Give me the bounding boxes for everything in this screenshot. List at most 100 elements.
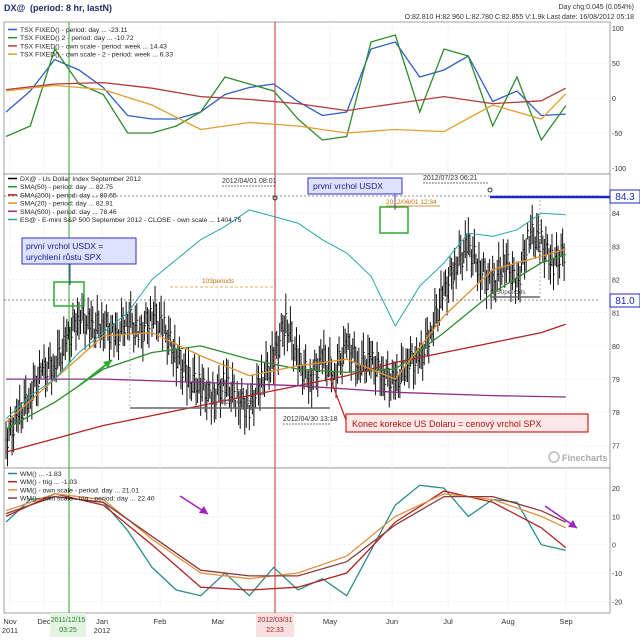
legend-entry: WM() - trig ... -1.03 [20,479,77,486]
header-period: (period: 8 hr, lastN) [30,3,112,13]
y-tick-label: 10 [612,514,620,521]
level-84-label: 84.3 [615,192,635,203]
legend-entry: SMA(20) - period: day ... 82.91 [20,201,113,208]
marker-date-green-bg [50,613,86,637]
series-line [5,490,567,591]
y-tick-label: -10 [612,571,622,578]
series-line [5,495,566,577]
brand-icon [548,451,560,463]
purple-arrow-2-head [568,520,577,528]
header-day-change: Day chg:0.045 (0.054%) [559,4,635,11]
span-103-label: 103periods [202,278,235,285]
y-tick-label: 0 [612,96,616,103]
gridlines [4,22,610,613]
date-label-0601: 2012/06/01 12:34 [386,199,437,206]
legend-entry: WM() ... -1.83 [20,471,62,478]
legend-entry: DX@ - Us Dollar Index September 2012 [20,176,141,183]
y-tick-label: 79 [612,377,620,384]
x-tick-label: May [323,617,337,626]
x-tick-label: Aug [501,617,514,626]
y-tick-label: 0 [612,543,616,550]
span-50-label: 50periods [497,289,526,296]
purple-arrow-1-head [199,506,208,514]
y-tick-label: 20 [612,486,620,493]
green-box-1 [53,281,85,307]
y-tick-label: 82 [612,278,620,285]
y-tick-label: 78 [612,410,620,417]
series-line [5,81,566,112]
x-tick-label: Nov [3,617,17,626]
x-tick-label: 2011 [2,626,18,635]
series-line [5,248,566,423]
date-label-0430: 2012/04/30 13:18 [283,416,338,423]
span-226-label: 226periods [222,399,255,406]
marker-time-red: 22:33 [266,627,284,634]
y-tick-label: 83 [612,244,620,251]
series-line [5,84,567,134]
y-tick-label: 77 [612,443,620,450]
y-tick-label: -50 [612,131,622,138]
legend-entry: SMA(50) - period: day ... 82.75 [20,184,113,191]
series-line [6,378,566,398]
x-tick-label: Jun [386,617,398,626]
y-tick-label: 81 [612,311,620,318]
red-note-text: Konec korekce US Dolaru = cenový vrchol … [352,419,541,429]
y-tick-label: -100 [612,166,626,173]
brand-label: Finecharts [562,453,608,463]
level-81-label: 81.0 [615,296,635,307]
blue-note-1-line2: urychlení růstu SPX [26,252,101,262]
date-dot-0401 [272,195,278,201]
x-tick-label: Jul [443,617,453,626]
x-tick-label: Feb [154,617,167,626]
x-tick-label: Dec [37,617,51,626]
red-note-pointer [329,377,347,421]
series-line [5,253,566,430]
annotations: 84.3 81.0 první vrchol USDX = urychlení … [4,175,640,463]
bottom-series [5,484,567,597]
legend-entry: TSX FIXED() - own scale - period: week .… [20,43,167,50]
legend-entry: TSX FIXED() 2 - period: day ... -10.72 [20,35,134,42]
y-tick-label: -20 [612,599,622,606]
blue-note-2 [307,177,403,195]
y-tick-label: 84 [612,211,620,218]
x-tick-label: Mar [212,617,225,626]
x-tick-label: Sep [559,617,572,626]
blue-note-1 [21,237,137,265]
date-label-0723: 2012/07/23 06:21 [423,175,478,182]
top-legend: TSX FIXED() - period: day ... -23.11TSX … [8,27,173,59]
blue-note-1-line1: první vrchol USDX = [26,241,103,251]
legend-entry: TSX FIXED() - period: day ... -23.11 [20,27,128,34]
series-line [5,41,566,120]
level-tag-84 [609,189,640,204]
top-series [5,34,567,142]
y-tick-label: 100 [612,26,624,33]
header-ohlc: O:82.810 H:82.960 L:82.780 C:82.855 V:1.… [405,14,634,21]
legend-entry: WM() - own scale - period: day ... 21.01 [20,487,139,494]
y-tick-label: 80 [612,344,620,351]
header-symbol: DX@ [4,3,26,13]
marker-time-green: 03:25 [59,627,77,634]
bottom-annotations [179,495,578,529]
level-tag-81 [609,293,640,308]
legend-entry: SMA(500) - period: day ... 78.46 [20,209,117,216]
x-axis-labels: Nov2011DecJan2012FebMarAprMayJunJulAugSe… [2,617,573,635]
date-dot-0723 [487,187,493,193]
marker-date-red-bg [256,613,294,637]
green-arrow-head [103,360,112,368]
legend-entry: ES@ - E-mini S&P 500 September 2012 - CL… [20,217,242,224]
marker-date-green: 2011/12/15 [51,617,86,624]
legend-entry: WM() - own scale - trig - period: day ..… [20,496,155,503]
bottom-panel-frame [3,467,611,614]
green-box-2 [379,206,409,234]
marker-date-red: 2012/03/31 [257,617,292,624]
series-line [5,34,567,142]
blue-note-2-text: první vrchol USDX [313,181,383,191]
legend-entry: TSX FIXED() - own scale - 2 - period: we… [20,52,173,59]
series-line [5,209,566,420]
red-note [345,413,589,433]
series-line [5,493,566,580]
